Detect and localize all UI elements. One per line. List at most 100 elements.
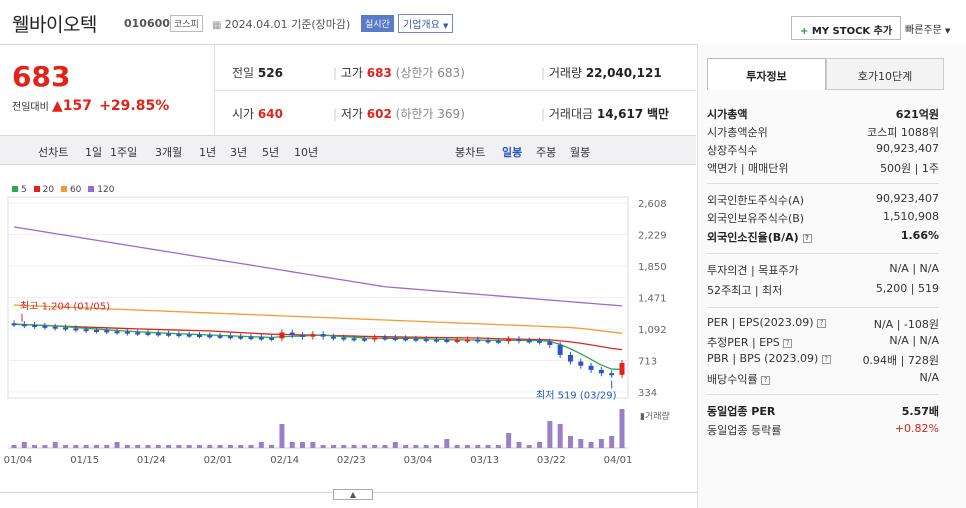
x-tick-label: 01/15 (70, 455, 99, 466)
candle-body (382, 337, 388, 340)
candle-body (21, 324, 27, 327)
help-icon[interactable]: ? (761, 375, 771, 385)
candle-weekly[interactable]: 주봉 (536, 146, 557, 159)
industry-per-value: 5.57배 (901, 405, 939, 418)
candle-body (361, 338, 367, 341)
header-divider (0, 44, 966, 45)
volume-bar (310, 442, 316, 448)
industry-change-value: +0.82% (894, 422, 939, 435)
candle-body (217, 335, 223, 338)
period-1y[interactable]: 1년 (199, 146, 217, 159)
volume-bar (238, 445, 244, 448)
candle-body (42, 325, 48, 328)
per-value: N/A | -108원 (873, 318, 939, 331)
date-line: ▦ 2024.04.01 기준(장마감) (212, 16, 350, 32)
period-bar: 선차트 1일 1주일 3개월 1년 3년 5년 10년 봉차트 일봉 주봉 월봉 (0, 135, 696, 165)
help-icon[interactable]: ? (821, 354, 831, 364)
volume-bar (464, 445, 470, 448)
y-tick-label: 1,471 (638, 294, 667, 305)
candle-body (598, 369, 604, 374)
volume-bar (207, 445, 213, 448)
volume-bar (537, 442, 543, 448)
volume-bar (598, 439, 604, 448)
candle-body (444, 339, 450, 342)
quick-order-button[interactable]: 빠른주문 ▼ (905, 21, 950, 36)
open-value: 640 (257, 107, 283, 121)
candle-body (341, 337, 347, 340)
foreign-limit-value: 90,923,407 (876, 192, 939, 205)
my-stock-add-button[interactable]: + MY STOCK 추가 (791, 16, 902, 40)
est-per-text: 추정PER | EPS (707, 336, 780, 349)
foreign-ratio-label: 외국인소진율(B/A) ? (707, 229, 812, 245)
tab-investment-info[interactable]: 투자정보 (707, 58, 826, 90)
change-percent: +29.85% (99, 98, 170, 114)
open-cell: 시가 640 (232, 105, 283, 122)
y-tick-label: 2,229 (638, 231, 667, 242)
price-chart[interactable]: 2,608 2,229 1,850 1,471 1,092 713 334 최고 1,204 … (0, 195, 696, 475)
candle-body (289, 332, 295, 335)
period-1d[interactable]: 1일 (85, 146, 103, 159)
volume-bar (454, 445, 460, 448)
volume-bar (145, 445, 151, 448)
candle-body (588, 365, 594, 370)
expand-chart-button[interactable]: ▲ (333, 489, 373, 500)
prev-value: 526 (257, 66, 283, 80)
period-3y[interactable]: 3년 (230, 146, 248, 159)
period-3m[interactable]: 3개월 (155, 146, 183, 159)
candle-body (186, 334, 192, 337)
volume-cell: | 거래량 22,040,121 (541, 66, 662, 80)
candle-body (506, 339, 512, 342)
pbr-text: PBR | BPS (2023.09) (707, 352, 819, 365)
high-value: 683 (366, 66, 392, 80)
period-5y[interactable]: 5년 (262, 146, 280, 159)
candle-body (124, 331, 130, 334)
candle-monthly[interactable]: 월봉 (570, 146, 591, 159)
amount-unit: 백만 (647, 107, 670, 121)
per-label: PER | EPS(2023.09) ? (707, 316, 827, 329)
volume-bar (403, 445, 409, 448)
per-text: PER | EPS(2023.09) (707, 316, 814, 329)
chevron-down-icon: ▼ (443, 22, 449, 30)
help-icon[interactable]: ? (817, 318, 827, 328)
volume-bar (93, 445, 99, 448)
help-icon[interactable]: ? (802, 233, 812, 243)
volume-bar (330, 445, 336, 448)
shares-value: 90,923,407 (876, 142, 939, 155)
candle-body (279, 332, 285, 339)
candle-body (145, 332, 151, 335)
help-icon[interactable]: ? (783, 338, 793, 348)
period-1w[interactable]: 1주일 (110, 146, 138, 159)
calendar-icon: ▦ (212, 20, 225, 31)
volume-bar (341, 445, 347, 448)
candle-body (310, 334, 316, 337)
volume-bar (21, 442, 27, 448)
stock-code: 010600 (124, 17, 170, 30)
candle-body (619, 362, 625, 375)
candle-body (176, 334, 182, 337)
candle-body (166, 333, 172, 336)
candle-body (83, 329, 89, 332)
ma-legend: 5 20 60 120 (12, 185, 114, 195)
volume-bar (186, 445, 192, 448)
company-overview-dropdown[interactable]: 기업개요 ▼ (398, 14, 454, 33)
candle-body (93, 329, 99, 332)
tab-orderbook[interactable]: 호가10단계 (826, 58, 944, 90)
volume-bar (609, 436, 615, 448)
up-arrow-icon: ▲ (52, 98, 63, 114)
line-chart-label: 선차트 (38, 146, 69, 159)
realtime-button[interactable]: 실시간 (361, 15, 394, 32)
foreign-ratio-text: 외국인소진율(B/A) (707, 231, 799, 244)
market-badge: 코스피 (170, 15, 203, 32)
period-10y[interactable]: 10년 (294, 146, 319, 159)
market-cap-label: 시가총액 (707, 108, 748, 121)
x-tick-label: 01/24 (137, 455, 166, 466)
candle-body (372, 337, 378, 340)
candle-body (537, 340, 543, 343)
low-value: 602 (366, 107, 392, 121)
par-label: 액면가 | 매매단위 (707, 162, 789, 175)
pbr-value: 0.94배 | 728원 (862, 354, 939, 367)
volume-bar (73, 445, 79, 448)
volume-bar (11, 445, 17, 448)
volume-bar (176, 445, 182, 448)
candle-daily[interactable]: 일봉 (502, 146, 523, 159)
